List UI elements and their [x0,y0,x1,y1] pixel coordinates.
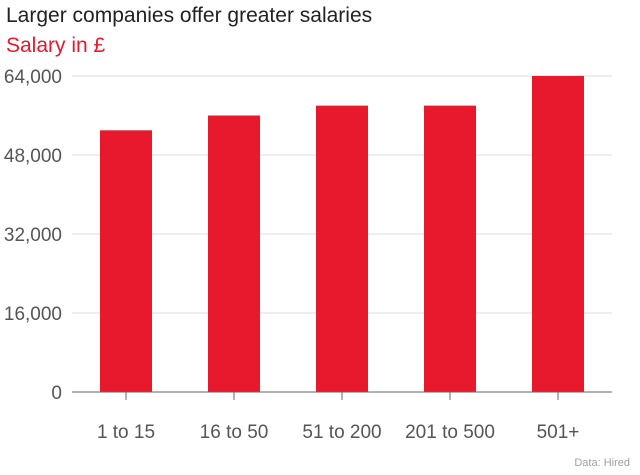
bar [208,115,260,392]
data-source: Data: Hired [574,457,630,469]
bar [532,76,584,392]
bar [316,105,368,392]
x-tick-label: 1 to 15 [97,422,155,443]
y-tick-label: 0 [51,383,62,404]
bar [100,130,152,392]
x-axis: 1 to 15 16 to 50 51 to 200 201 to 500 501+ [72,391,612,443]
x-tick-label: 51 to 200 [302,422,381,443]
chart-title: Larger companies offer greater salaries [6,4,373,27]
bars [100,76,584,392]
y-tick-label: 48,000 [4,146,62,167]
y-tick-label: 32,000 [4,225,62,246]
y-tick-label: 16,000 [4,304,62,325]
chart-subtitle: Salary in £ [6,34,106,57]
x-tick-label: 16 to 50 [200,422,269,443]
y-tick-label: 64,000 [4,67,62,88]
x-tick-label: 201 to 500 [405,422,495,443]
y-axis-ticks: 0 16,000 32,000 48,000 64,000 [4,67,62,404]
x-tick-label: 501+ [537,422,580,443]
bar [424,105,476,392]
